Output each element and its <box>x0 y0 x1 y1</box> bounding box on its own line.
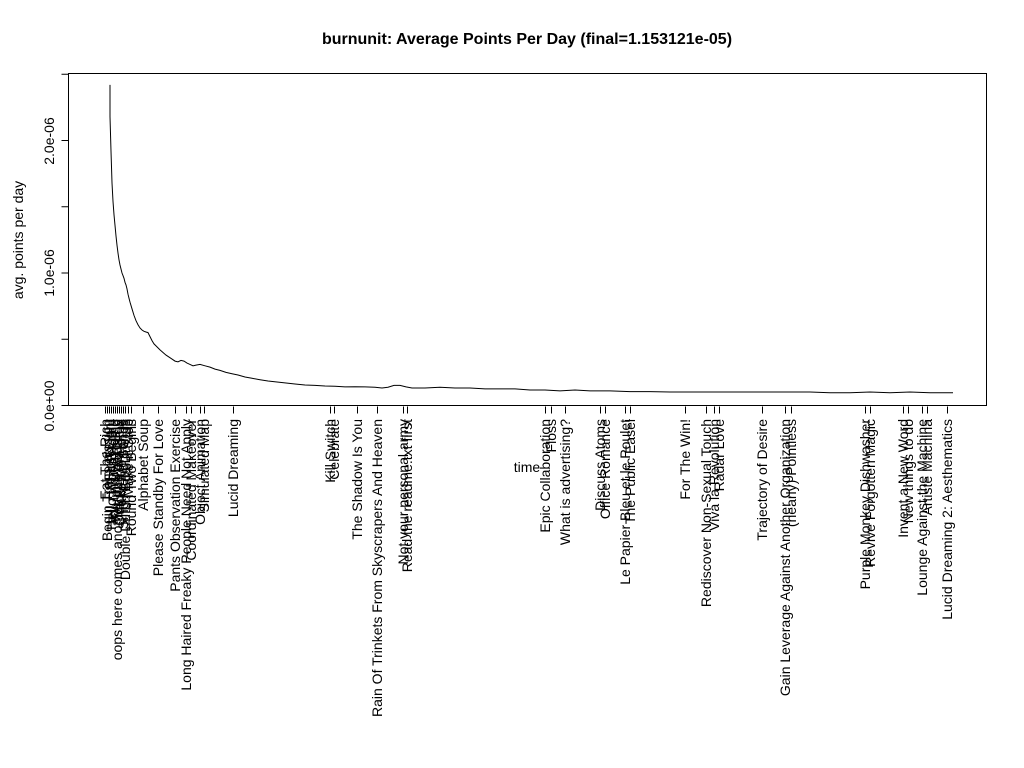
y-tick-label: 1.0e-06 <box>41 249 57 297</box>
x-tick-label: For The Win! <box>677 419 693 500</box>
x-tick-label: Artiste Machina <box>919 419 935 516</box>
x-tick-label: Simulated Map <box>196 419 212 513</box>
y-tick-label: 0.0e+00 <box>41 380 57 431</box>
x-axis-title: time <box>513 459 541 475</box>
y-tick-label: 2.0e-06 <box>41 116 57 165</box>
x-tick-label: What is advertising? <box>557 419 573 546</box>
plot-box <box>68 73 987 406</box>
data-curve <box>109 84 953 394</box>
x-tick-label: The Public Easel <box>622 419 638 525</box>
x-tick-label: Trajectory of Desire <box>754 419 770 541</box>
x-tick-label: Celebrate <box>326 419 342 480</box>
x-tick-label: Rain Of Trinkets From Skyscrapers And He… <box>369 419 385 717</box>
x-tick-label: The Shadow Is You <box>349 419 365 540</box>
x-tick-label: Please Standby For Love <box>150 419 166 577</box>
x-tick-label: Revive Forgotten Magic <box>862 419 878 567</box>
x-tick-label: New things to do <box>900 419 916 524</box>
x-tick-label: Floss <box>543 419 559 453</box>
chart-title: burnunit: Average Points Per Day (final=… <box>321 31 733 48</box>
x-tick-label: (nearly) Pointless <box>783 419 799 528</box>
x-tick-label: Radar Love <box>711 419 727 492</box>
x-tick-label: Lucid Dreaming <box>225 419 241 518</box>
x-tick-label: Alphabet Soup <box>135 419 151 511</box>
x-tick-label: Read the readme.txt first <box>399 419 415 573</box>
x-tick-label: Lucid Dreaming 2: Aesthematics <box>939 419 955 620</box>
x-tick-label: Office Romance <box>597 419 613 520</box>
